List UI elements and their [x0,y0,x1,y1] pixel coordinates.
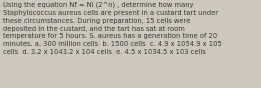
Text: Using the equation Nf = Ni (2^n) , determine how many
Staphylococcus aureus cell: Using the equation Nf = Ni (2^n) , deter… [3,1,222,55]
